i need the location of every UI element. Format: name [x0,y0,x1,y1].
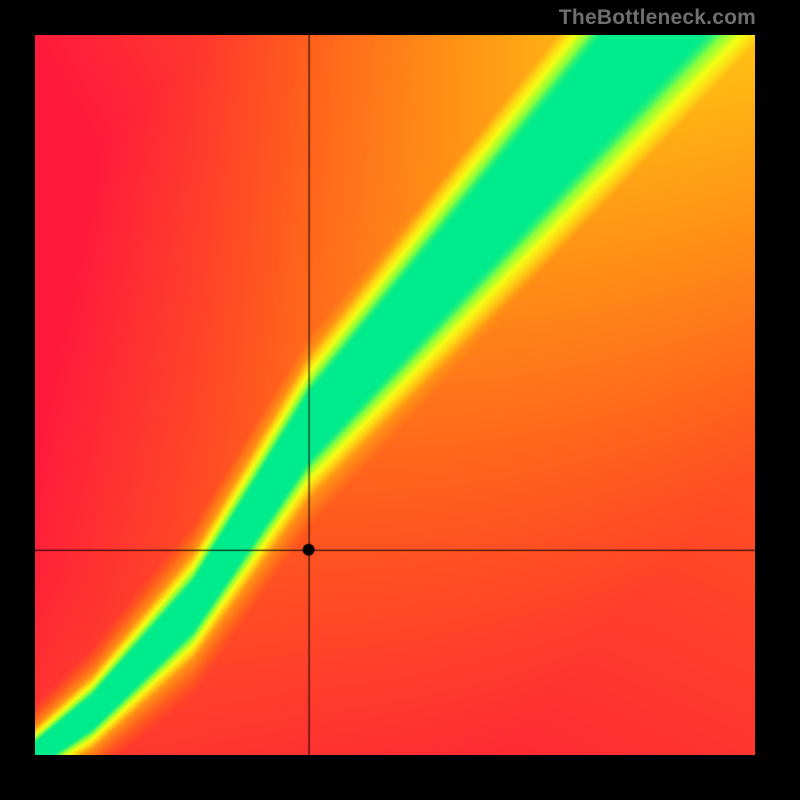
heatmap-container [35,35,755,755]
bottleneck-heatmap [35,35,755,755]
watermark-text: TheBottleneck.com [559,6,756,30]
